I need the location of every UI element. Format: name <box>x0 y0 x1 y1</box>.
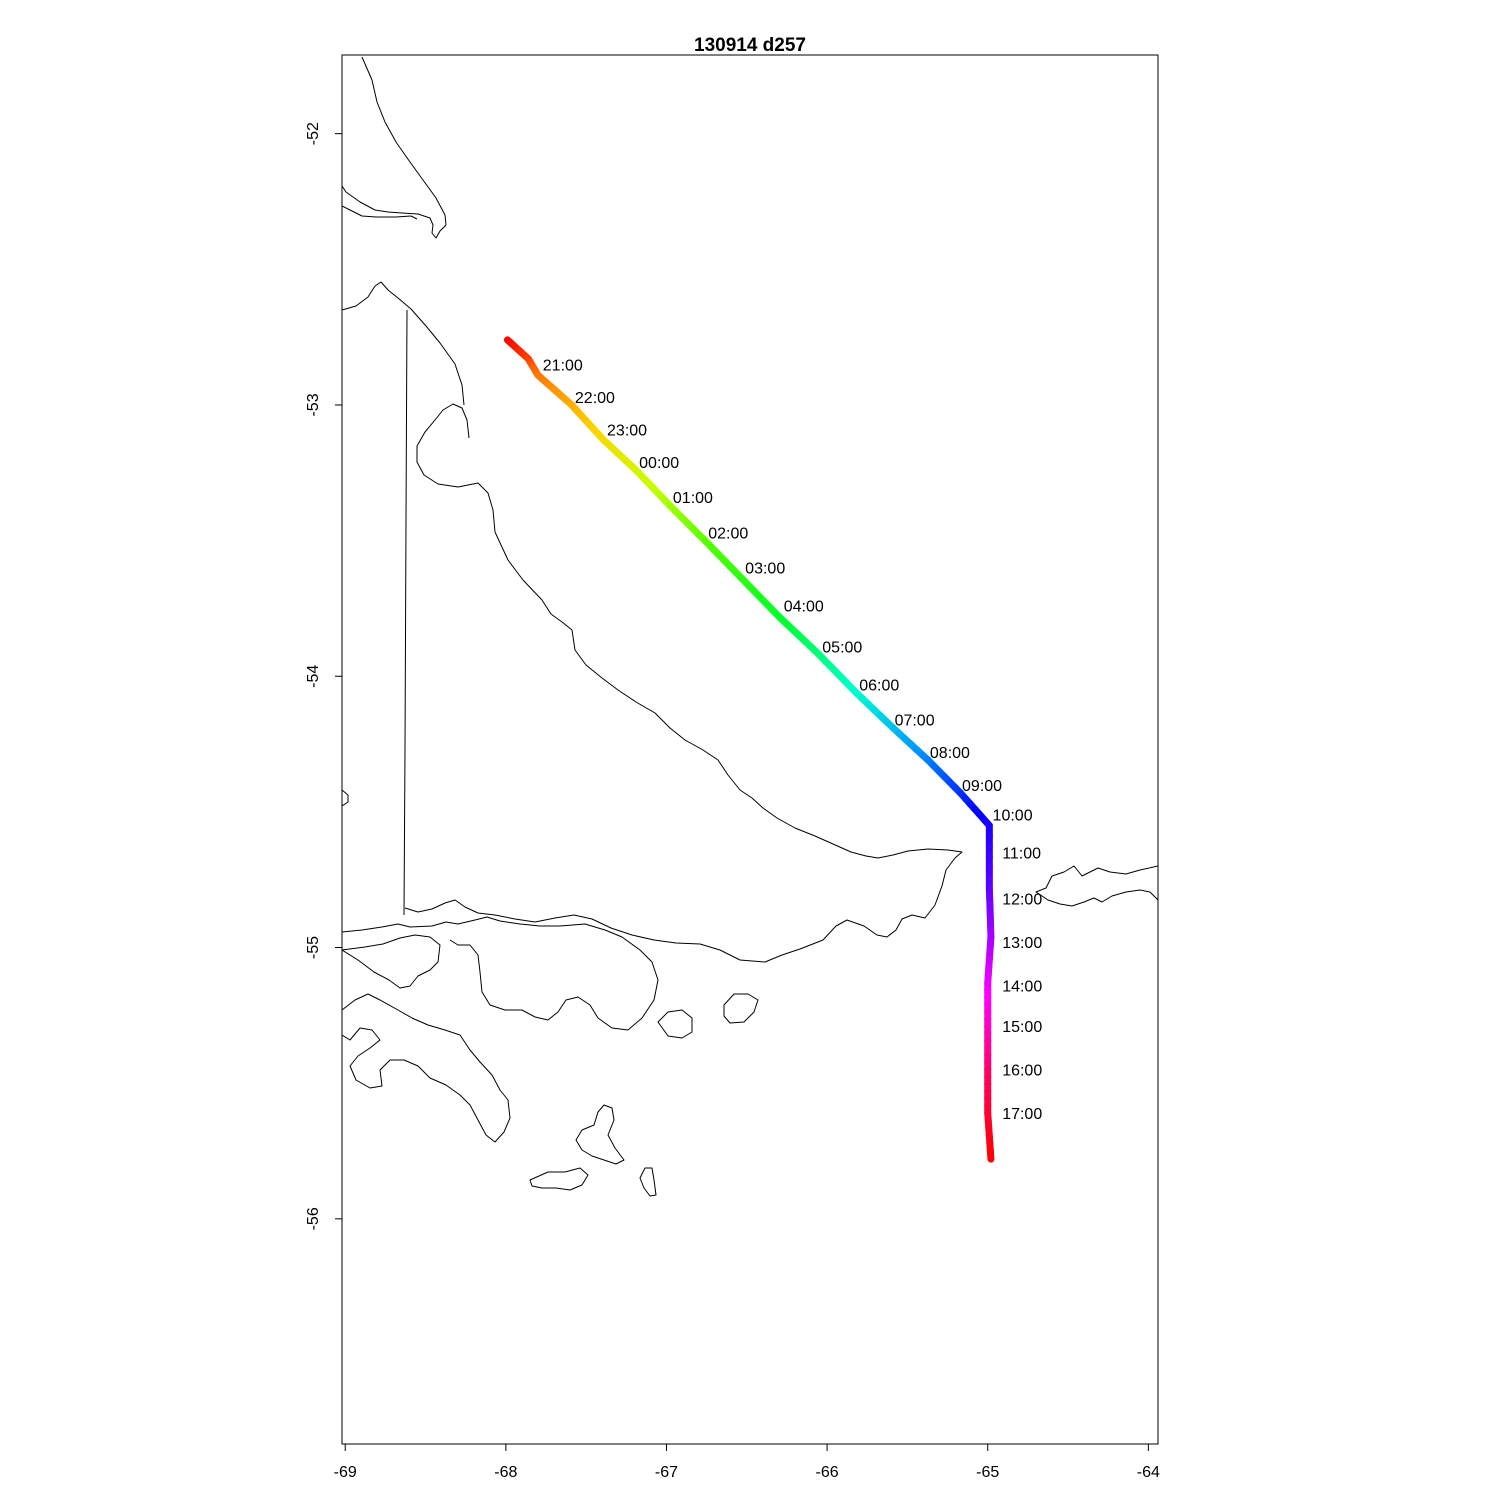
time-label: 04:00 <box>784 599 824 616</box>
time-label: 23:00 <box>607 422 647 439</box>
y-tick-label: -53 <box>305 393 322 416</box>
y-axis: -52 -53 -54 -55 -56 <box>305 122 342 1230</box>
plot-title: 130914 d257 <box>694 35 806 56</box>
western-channels <box>342 916 659 1031</box>
strait-north-shore <box>342 281 465 406</box>
mainland-coastline <box>342 56 447 239</box>
time-label: 16:00 <box>1002 1063 1042 1080</box>
time-label: 17:00 <box>1002 1106 1042 1123</box>
ship-track <box>503 336 995 1163</box>
island-west-1 <box>342 934 441 989</box>
left-edge-islet <box>342 789 349 807</box>
time-label: 08:00 <box>930 745 970 762</box>
x-tick-label: -65 <box>976 1464 999 1481</box>
time-label: 02:00 <box>708 525 748 542</box>
time-labels: 21:00 22:00 23:00 00:00 01:00 02:00 03:00 04:00… <box>543 357 1043 1123</box>
x-tick-label: -64 <box>1137 1464 1160 1481</box>
time-label: 12:00 <box>1002 892 1042 909</box>
y-tick-label: -54 <box>305 665 322 688</box>
time-label: 03:00 <box>745 561 785 578</box>
time-label: 21:00 <box>543 357 583 374</box>
time-label: 07:00 <box>895 713 935 730</box>
y-tick-label: -56 <box>305 1207 322 1230</box>
coastlines <box>342 56 1158 1197</box>
island-south-2 <box>529 1167 589 1191</box>
island-west-2 <box>342 993 511 1143</box>
y-tick-label: -55 <box>305 936 322 959</box>
x-tick-label: -66 <box>816 1464 839 1481</box>
time-label: 15:00 <box>1002 1019 1042 1036</box>
x-tick-label: -68 <box>494 1464 517 1481</box>
tierra-del-fuego-coastline <box>404 403 963 963</box>
time-label: 06:00 <box>859 677 899 694</box>
time-label: 10:00 <box>993 808 1033 825</box>
time-label: 00:00 <box>639 455 679 472</box>
time-label: 09:00 <box>962 778 1002 795</box>
time-label: 11:00 <box>1002 846 1041 863</box>
isla-navarino-2 <box>723 993 759 1024</box>
isla-de-los-estados <box>1035 865 1158 907</box>
island-south-1 <box>575 1104 625 1165</box>
track-segment <box>986 1147 995 1163</box>
time-label: 22:00 <box>575 390 615 407</box>
plot-frame <box>341 54 1159 1445</box>
island-south-3 <box>639 1167 657 1197</box>
time-label: 05:00 <box>822 639 862 656</box>
border-line <box>403 309 408 916</box>
x-tick-label: -67 <box>655 1464 678 1481</box>
y-tick-label: -52 <box>305 122 322 145</box>
mainland-south-shore <box>342 205 418 220</box>
x-tick-label: -69 <box>334 1464 357 1481</box>
isla-navarino-1 <box>657 1009 693 1039</box>
time-label: 14:00 <box>1002 979 1042 996</box>
x-axis: -69 -68 -67 -66 -65 -64 <box>334 1444 1160 1481</box>
time-label: 01:00 <box>673 490 713 507</box>
time-label: 13:00 <box>1002 935 1042 952</box>
